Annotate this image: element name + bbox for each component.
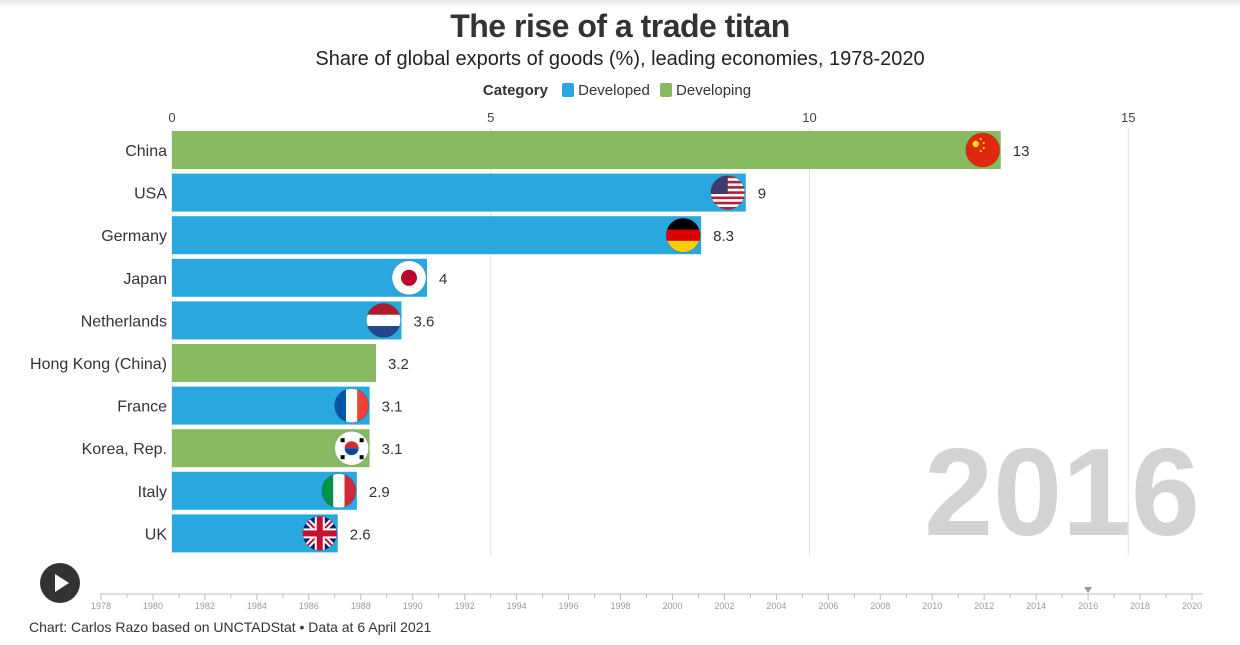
x-tick-label: 0 [168,110,175,125]
timeline-year-label[interactable]: 2000 [662,601,682,611]
value-label: 3.6 [414,313,435,330]
bar[interactable] [172,131,1001,169]
legend-label-developed: Developed [578,82,650,99]
value-label: 13 [1013,143,1030,160]
chart-subtitle: Share of global exports of goods (%), le… [315,48,925,70]
usa-flag-icon [710,175,746,211]
timeline-year-label[interactable]: 2012 [974,601,994,611]
top-shade [0,0,1240,8]
germany-flag-icon [665,217,701,253]
france-flag-icon [334,388,370,424]
category-label: USA [134,186,167,203]
bar[interactable] [172,216,702,255]
timeline-year-label[interactable]: 1988 [351,601,371,611]
bar[interactable] [172,173,746,212]
value-label: 3.2 [388,356,409,373]
timeline-year-label[interactable]: 2016 [1078,601,1098,611]
timeline-year-label[interactable]: 2018 [1130,601,1150,611]
play-icon [55,574,69,592]
timeline-year-label[interactable]: 1994 [507,601,527,611]
category-label: China [125,143,167,160]
category-label: Germany [101,228,167,245]
timeline-year-label[interactable]: 2004 [766,601,786,611]
value-label: 3.1 [382,399,403,416]
category-label: France [117,399,167,416]
timeline-year-label[interactable]: 2020 [1182,601,1202,611]
timeline-year-label[interactable]: 1984 [247,601,267,611]
timeline-year-label[interactable]: 2014 [1026,601,1046,611]
chart-title: The rise of a trade titan [450,8,790,44]
category-label: Italy [138,484,167,501]
value-label: 4 [439,271,447,288]
uk-flag-icon [302,515,338,551]
timeline-year-label[interactable]: 2010 [922,601,942,611]
timeline-year-label[interactable]: 1982 [195,601,215,611]
x-tick-label: 15 [1121,110,1135,125]
bar[interactable] [172,344,376,382]
category-label: UK [145,526,168,543]
category-label: Hong Kong (China) [30,356,167,373]
bar-chart: 0 5 10 15 2016 China 13 USA 9 Germany 8.3 Japan 4 N… [30,110,1200,562]
timeline-year-label[interactable]: 1986 [299,601,319,611]
chart-footer: Chart: Carlos Razo based on UNCTADStat •… [29,619,432,635]
category-label: Netherlands [81,313,167,330]
timeline-year-label[interactable]: 2008 [870,601,890,611]
category-label: Korea, Rep. [82,441,167,458]
timeline-year-label[interactable]: 1992 [455,601,475,611]
italy-flag-icon [321,473,357,509]
timeline-year-label[interactable]: 1978 [91,601,111,611]
current-year-label: 2016 [924,424,1200,562]
value-label: 8.3 [713,228,734,245]
timeline-year-label[interactable]: 1998 [611,601,631,611]
value-label: 2.9 [369,484,390,501]
legend-swatch-developed [562,83,575,97]
china-flag-icon [965,132,1001,168]
bar[interactable] [172,258,427,297]
value-label: 9 [758,186,766,203]
korea-flag-icon [334,430,370,466]
timeline-year-label[interactable]: 2002 [714,601,734,611]
x-tick-label: 10 [802,110,816,125]
year-timeline[interactable]: 1978 1980 1982 1984 1986 1988 1990 1992 1994 1996… [0,580,1240,620]
category-label: Japan [123,271,167,288]
legend-swatch-developing [660,83,673,97]
timeline-year-label[interactable]: 1990 [403,601,423,611]
legend-label-developing: Developing [676,82,752,99]
bar[interactable] [172,301,402,340]
value-label: 2.6 [350,526,371,543]
japan-flag-icon [391,260,427,296]
value-label: 3.1 [382,441,403,458]
timeline-marker[interactable] [1084,587,1093,593]
timeline-year-label[interactable]: 1980 [143,601,163,611]
legend: Category Developed Developing [0,82,1240,99]
legend-title: Category [482,82,548,99]
legend-item-developed[interactable]: Developed [562,82,654,99]
x-tick-label: 5 [487,110,494,125]
netherlands-flag-icon [366,302,401,338]
timeline-year-label[interactable]: 2006 [818,601,838,611]
legend-item-developing[interactable]: Developing [660,82,751,99]
play-button[interactable] [40,563,80,603]
timeline-year-label[interactable]: 1996 [559,601,579,611]
